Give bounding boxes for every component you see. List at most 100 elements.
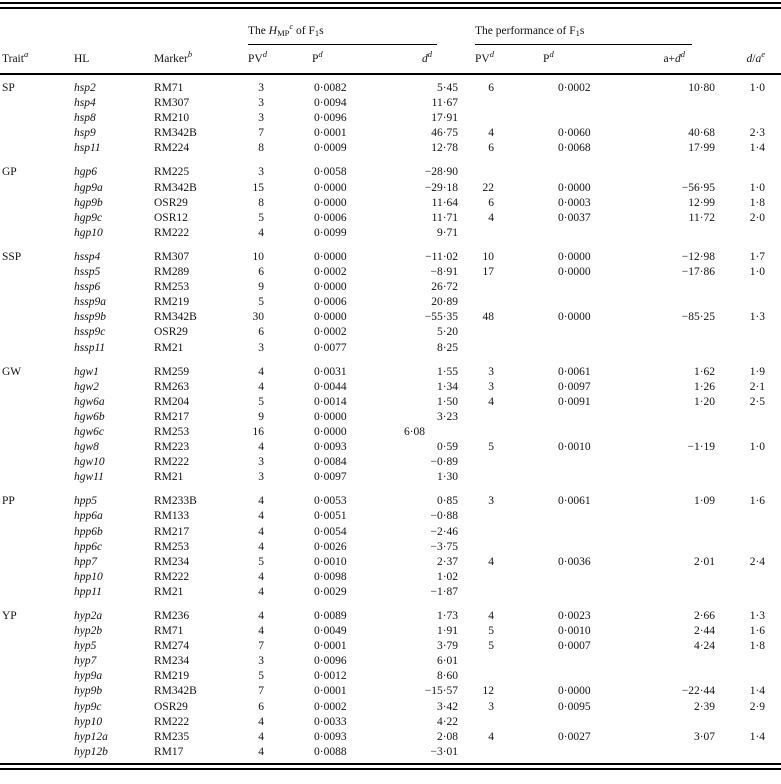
pv-perf-cell: 3 [488, 365, 495, 378]
d-hmp-cell: 4·22 [436, 715, 459, 728]
table-row: hsp4 RM307 3 0·0094 11·67 [0, 96, 781, 111]
d-hmp-cell: 1·91 [436, 625, 459, 638]
table-row: hssp11 RM21 3 0·0077 8·25 [0, 341, 781, 356]
a-plus-d-cell: −85·25 [681, 311, 716, 324]
col-header-pv-perf: PVd [458, 45, 497, 75]
marker-cell: RM342B [154, 181, 197, 194]
pv-perf-cell: 48 [482, 311, 495, 324]
p-hmp-cell: 0·0006 [314, 211, 347, 224]
marker-cell: OSR29 [154, 326, 188, 339]
pv-hmp-cell: 3 [258, 82, 264, 94]
p-perf-cell [496, 540, 606, 555]
table-row: hgw2 RM263 4 0·0044 1·34 3 0·0097 1·26 2·1 [0, 380, 781, 395]
p-perf-cell [496, 509, 606, 524]
hl-cell: hgw8 [74, 441, 99, 454]
p-hmp-cell: 0·0044 [314, 380, 347, 393]
p-perf-cell: 0·0000 [558, 685, 591, 698]
d-over-a-cell: 1·7 [749, 250, 766, 263]
d-over-a-cell [720, 295, 781, 310]
p-hmp-cell: 0·0009 [314, 142, 347, 155]
p-perf-cell: 0·0091 [558, 395, 591, 408]
p-perf-cell: 0·0000 [558, 311, 591, 324]
pv-hmp-cell: 15 [252, 181, 265, 194]
a-plus-d-cell: −22·44 [681, 685, 716, 698]
pv-perf-cell [458, 226, 496, 241]
a-plus-d-cell [606, 280, 720, 295]
trait-cell [0, 295, 73, 310]
p-perf-cell: 0·0023 [558, 610, 591, 622]
marker-cell: RM223 [154, 441, 190, 454]
trait-cell [0, 654, 73, 669]
p-hmp-cell: 0·0002 [314, 700, 347, 713]
marker-cell: RM234 [154, 655, 190, 668]
a-plus-d-cell [606, 509, 720, 524]
pv-hmp-cell: 10 [252, 250, 265, 263]
pv-perf-cell [458, 341, 496, 356]
pv-hmp-cell: 4 [258, 510, 264, 523]
d-over-a-cell [720, 715, 781, 730]
pv-perf-cell [458, 540, 496, 555]
p-perf-cell [496, 525, 606, 540]
p-hmp-cell: 0·0093 [314, 441, 347, 454]
d-hmp-cell: −15·57 [424, 685, 459, 698]
pv-perf-cell: 3 [488, 495, 495, 508]
pv-perf-cell: 5 [488, 640, 495, 653]
d-over-a-cell: 2·3 [749, 127, 766, 140]
pv-perf-cell [458, 425, 496, 440]
column-header-row: Traita HL Markerb PVd Pd dd PVd Pd a+dd … [0, 45, 781, 75]
hl-cell: hgw1 [74, 365, 99, 378]
trait-cell [0, 280, 73, 295]
pv-hmp-cell: 3 [258, 456, 264, 469]
d-hmp-cell: −29·18 [424, 181, 459, 194]
group-header-spacer-right [720, 9, 781, 45]
p-perf-cell: 0·0000 [558, 266, 591, 279]
group1-hsup: c [289, 21, 294, 32]
section-PP: PP hpp5 RM233B 4 0·0053 0·85 3 0·0061 1·09 1·6 hpp… [0, 485, 781, 600]
hl-cell: hsp11 [74, 142, 101, 155]
d-over-a-cell [720, 111, 781, 126]
p-hmp-cell: 0·0031 [314, 365, 347, 378]
pv-hmp-cell: 5 [258, 555, 264, 568]
marker-cell: RM210 [154, 112, 190, 125]
pv-hmp-cell: 9 [258, 410, 264, 423]
p-hmp-cell: 0·0001 [314, 127, 347, 140]
trait-cell [0, 455, 73, 470]
table-row: hpp6c RM253 4 0·0026 −3·75 [0, 540, 781, 555]
pv-perf-cell [458, 715, 496, 730]
hl-cell: hgw6b [74, 410, 105, 423]
d-hmp-cell: −0·88 [430, 510, 459, 523]
group2-fsub: 1 [575, 28, 580, 39]
trait-cell [0, 555, 73, 570]
marker-cell: RM259 [154, 365, 190, 378]
col-header-a-plus-d: a+dd [606, 45, 721, 75]
hl-cell: hyp5 [74, 640, 97, 653]
d-over-a-cell [720, 540, 781, 555]
d-hmp-cell: −1·87 [430, 585, 459, 598]
table-row: hyp2b RM71 4 0·0049 1·91 5 0·0010 2·44 1·6 [0, 624, 781, 639]
marker-cell: RM133 [154, 510, 190, 523]
trait-cell [0, 639, 73, 654]
p-perf-cell [496, 470, 606, 485]
table-row: hssp5 RM289 6 0·0002 −8·91 17 0·0000 −17·86 1·0 [0, 265, 781, 280]
hl-cell: hyp2b [74, 625, 103, 638]
trait-cell [0, 585, 73, 600]
marker-cell: OSR12 [154, 211, 188, 224]
trait-cell [0, 226, 73, 241]
d-hmp-cell: 20·89 [431, 296, 459, 309]
p-hmp-cell: 0·0000 [314, 311, 347, 324]
a-plus-d-cell: 1·62 [693, 365, 716, 378]
table-row: hpp10 RM222 4 0·0098 1·02 [0, 570, 781, 585]
a-plus-d-cell [606, 585, 720, 600]
pv-hmp-cell: 5 [258, 395, 264, 408]
p-hmp-cell: 0·0000 [314, 250, 347, 263]
table-row: hyp5 RM274 7 0·0001 3·79 5 0·0007 4·24 1·8 [0, 639, 781, 654]
a-plus-d-cell [606, 570, 720, 585]
d-hmp-cell: 3·42 [436, 700, 459, 713]
p-hmp-cell: 0·0002 [314, 266, 347, 279]
marker-cell: RM253 [154, 540, 190, 553]
p-perf-cell [496, 341, 606, 356]
hl-cell: hssp9c [74, 326, 106, 339]
trait-cell [0, 211, 73, 226]
d-over-a-cell [720, 585, 781, 600]
section-SP: SP hsp2 RM71 3 0·0082 5·45 6 0·0002 10·80 1·0 hsp4… [0, 74, 781, 156]
